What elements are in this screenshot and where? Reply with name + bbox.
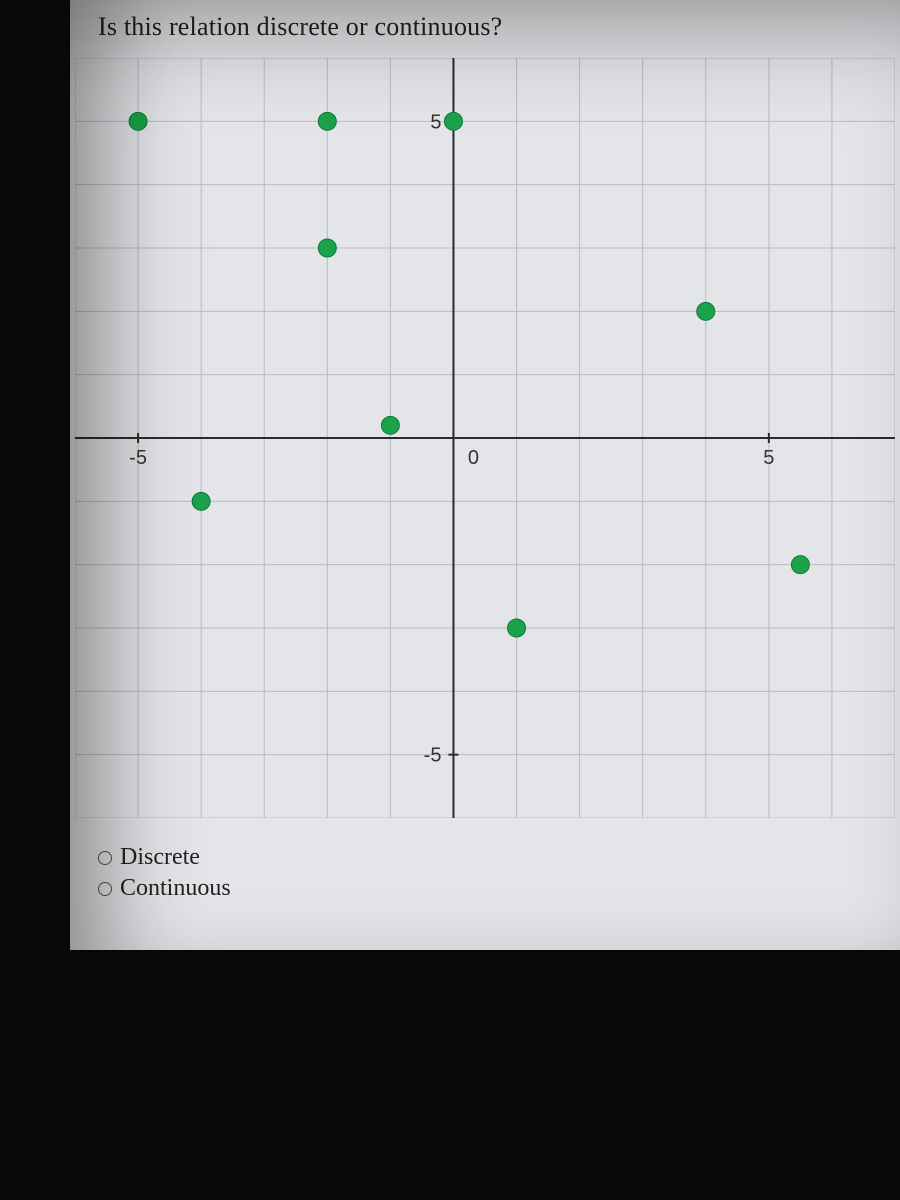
svg-text:0: 0 bbox=[468, 447, 479, 469]
radio-icon bbox=[98, 851, 112, 865]
option-continuous[interactable]: Continuous bbox=[98, 875, 231, 902]
radio-icon bbox=[98, 882, 112, 896]
svg-text:5: 5 bbox=[430, 111, 441, 133]
svg-text:-5: -5 bbox=[424, 745, 442, 767]
scatter-chart: -5 5 0 -5 5 bbox=[75, 58, 895, 818]
svg-text:-5: -5 bbox=[129, 447, 147, 469]
quiz-card: Is this relation discrete or continuous?… bbox=[70, 0, 900, 950]
option-label: Discrete bbox=[120, 844, 200, 871]
answer-options: Discrete Continuous bbox=[98, 840, 231, 906]
option-discrete[interactable]: Discrete bbox=[98, 844, 231, 871]
question-text: Is this relation discrete or continuous? bbox=[98, 12, 502, 42]
option-label: Continuous bbox=[120, 875, 231, 902]
svg-text:5: 5 bbox=[763, 447, 774, 469]
